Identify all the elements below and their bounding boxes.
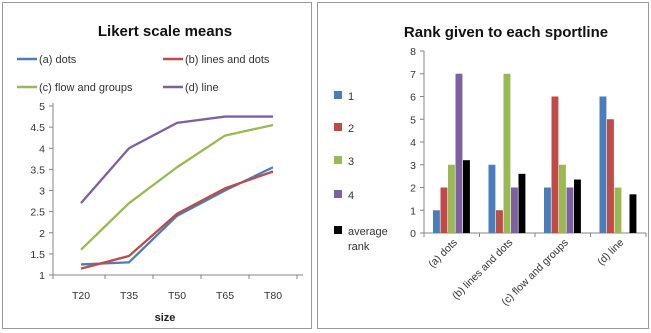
bar	[574, 179, 581, 233]
y-tick-label: 2	[410, 183, 416, 195]
bar	[518, 173, 526, 233]
y-tick-label: 2.5	[30, 207, 45, 219]
likert-chart-panel: Likert scale means (a) dots (b) lines and …	[2, 2, 312, 329]
y-tick-label: 4	[410, 137, 416, 149]
x-tick-label: T80	[264, 290, 282, 302]
x-tick-label: (d) line	[595, 237, 626, 268]
y-tick-label: 5	[410, 114, 416, 126]
y-tick-label: 0	[410, 228, 416, 240]
chart-title: Rank given to each sportline	[404, 24, 608, 41]
x-tick-label: T35	[120, 290, 138, 302]
x-tick-label: T65	[216, 290, 234, 302]
bar	[463, 160, 470, 233]
y-tick-label: 6	[410, 92, 416, 104]
y-tick-label: 1.5	[30, 249, 45, 261]
series-line	[80, 123, 274, 251]
y-tick-label: 2	[39, 228, 45, 240]
x-tick-label: T50	[168, 290, 186, 302]
legend-swatch	[334, 156, 342, 164]
bar	[551, 96, 559, 233]
legend-label: (d) line	[185, 82, 219, 94]
y-tick-label: 4.5	[30, 122, 45, 134]
bar	[544, 187, 551, 233]
legend-label: (c) flow and groups	[39, 82, 133, 94]
series-line	[80, 115, 273, 204]
legend-label: 1	[348, 91, 354, 103]
legend-label: (a) dots	[39, 54, 77, 66]
bar	[614, 187, 622, 233]
y-tick-label: 3	[410, 160, 416, 172]
legend-label: 4	[348, 190, 354, 202]
bar	[599, 96, 607, 233]
bar	[629, 194, 637, 233]
bar	[503, 73, 511, 233]
legend-label: rank	[348, 241, 370, 253]
y-tick-label: 3	[39, 186, 45, 198]
bar	[433, 210, 440, 233]
bar	[455, 73, 463, 233]
bar	[566, 187, 574, 233]
bar	[488, 164, 496, 233]
x-tick-label: T20	[72, 290, 90, 302]
likert-line-chart: Likert scale means (a) dots (b) lines and …	[17, 23, 303, 324]
x-axis-title: size	[155, 312, 176, 324]
bar	[511, 187, 518, 233]
rank-bar-chart: Rank given to each sportline 1 2 3 4 average r…	[334, 24, 647, 308]
legend-swatch	[334, 91, 342, 99]
chart-title: Likert scale means	[98, 23, 232, 40]
bar	[559, 164, 566, 233]
y-tick-label: 3.5	[30, 164, 45, 176]
legend-swatch	[334, 123, 342, 131]
y-tick-label: 1	[410, 205, 416, 217]
legend-swatch	[334, 190, 342, 198]
y-tick-label: 8	[410, 46, 416, 58]
bar	[496, 210, 503, 233]
bar	[440, 187, 448, 233]
legend-label: 2	[348, 123, 354, 135]
series-line	[80, 170, 274, 270]
y-tick-label: 5	[39, 101, 45, 113]
y-tick-label: 4	[39, 143, 45, 155]
legend-label: (b) lines and dots	[185, 54, 270, 66]
legend-label: average	[348, 226, 388, 238]
y-tick-label: 7	[410, 69, 416, 81]
rank-chart-panel: Rank given to each sportline 1 2 3 4 average r…	[317, 2, 649, 329]
legend-label: 3	[348, 156, 354, 168]
y-tick-label: 1	[39, 270, 45, 282]
bar	[448, 164, 455, 233]
bar	[607, 119, 614, 233]
legend-swatch	[334, 226, 342, 234]
x-tick-label: (a) dots	[426, 237, 460, 271]
